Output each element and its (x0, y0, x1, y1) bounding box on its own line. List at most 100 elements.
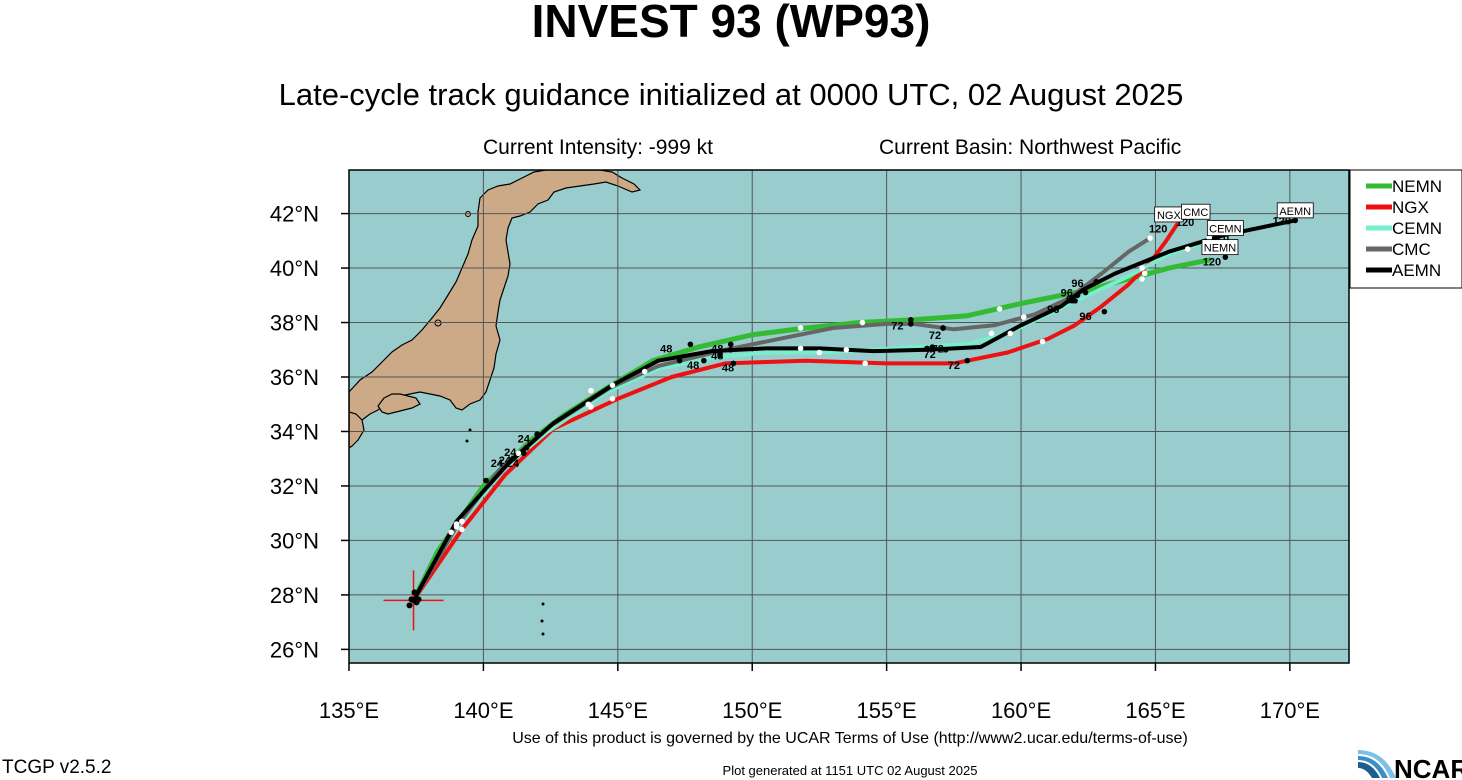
forecast-hour-label: 48 (687, 360, 699, 372)
y-tick-label: 38°N (270, 311, 319, 336)
track-point (687, 341, 694, 348)
forecast-hour-label: 72 (948, 360, 960, 372)
forecast-hour-label: 72 (929, 330, 941, 342)
y-tick-label: 28°N (270, 583, 319, 608)
x-tick-label: 155°E (857, 698, 917, 723)
ncar-logo: NCAR (1358, 750, 1462, 780)
track-point (816, 349, 823, 356)
generated-timestamp: Plot generated at 1151 UTC 02 August 202… (722, 763, 978, 778)
track-point (523, 445, 530, 451)
forecast-hour-label: 24 (504, 447, 517, 459)
y-tick-label: 36°N (270, 365, 319, 390)
legend-label: CMC (1392, 240, 1431, 259)
track-point (459, 526, 465, 533)
forecast-hour-label: 24 (491, 458, 504, 470)
forecast-hour-label: 96 (1061, 288, 1073, 300)
track-point (510, 455, 516, 462)
version-label: TCGP v2.5.2 (2, 757, 112, 778)
forecast-hour-label: 120 (1149, 224, 1167, 236)
small-island (541, 602, 545, 606)
model-end-label-box (1181, 203, 1211, 220)
track-point (964, 357, 971, 364)
model-end-label: CEMN (1209, 224, 1241, 236)
track-point (701, 357, 707, 364)
track-point (1184, 246, 1191, 252)
forecast-hour-label: 120 (1273, 215, 1291, 227)
track-point (515, 450, 522, 457)
track-point (1007, 330, 1014, 337)
y-tick-label: 34°N (270, 419, 319, 444)
forecast-hour-label: 72 (932, 343, 944, 355)
track-point (862, 360, 868, 367)
track-point (1139, 265, 1145, 271)
forecast-hour-label: 48 (711, 343, 723, 355)
track-point (483, 477, 489, 484)
terms-of-use: Use of this product is governed by the U… (512, 730, 1188, 747)
y-tick-label: 40°N (270, 256, 319, 281)
page-subtitle: Late-cycle track guidance initialized at… (278, 77, 1184, 112)
track-point (1139, 276, 1145, 282)
japan-land (349, 170, 642, 437)
track-point (929, 344, 936, 350)
track-point (1292, 217, 1299, 224)
track-point (1147, 235, 1153, 241)
legend-label: NEMN (1392, 177, 1442, 196)
current-position-marker (383, 570, 444, 631)
model-end-label: NGX (1157, 210, 1182, 222)
y-tick-label: 30°N (270, 528, 319, 553)
track-point (520, 450, 527, 457)
track-point (996, 306, 1003, 312)
track-point (1093, 278, 1100, 285)
track-point (908, 317, 914, 323)
current-intensity: Current Intensity: -999 kt (483, 136, 713, 159)
land-layer (349, 170, 642, 636)
track-point (843, 346, 850, 353)
forecast-hour-label: 96 (1071, 278, 1083, 290)
map-frame (348, 169, 1350, 664)
page-title: INVEST 93 (WP93) (531, 0, 931, 47)
x-tick-label: 145°E (588, 698, 648, 723)
forecast-hour-label: 48 (711, 350, 723, 362)
track-point (534, 431, 540, 438)
forecast-hour-label: 96 (1047, 304, 1059, 316)
track-point (1082, 289, 1089, 296)
track-point (908, 321, 914, 327)
small-island (468, 428, 472, 432)
track-point (797, 345, 804, 352)
legend-label: CEMN (1392, 219, 1442, 238)
graticule (349, 170, 1349, 663)
track-point (727, 341, 734, 348)
track-point (797, 325, 804, 331)
map-axes: 135°E 140°E 145°E 150°E 155°E 160°E 165°E 170°E… (270, 202, 1320, 723)
track-point (988, 330, 995, 337)
forecast-hour-label: 24 (518, 433, 531, 445)
initial-point (406, 602, 413, 609)
track-point (585, 401, 592, 408)
forecast-hour-label: 48 (660, 343, 672, 355)
initial-point (415, 596, 422, 603)
x-tick-label: 170°E (1260, 698, 1320, 723)
track-point (1072, 297, 1078, 304)
y-tick-label: 32°N (270, 474, 319, 499)
model-end-label: NEMN (1204, 243, 1236, 255)
ocean-background (349, 170, 1349, 663)
ncar-logo-text: NCAR (1394, 754, 1462, 780)
forecast-hour-label: 48 (722, 363, 734, 375)
forecast-hour-label: 96 (1079, 311, 1091, 323)
track-point (940, 325, 946, 331)
track-point (448, 529, 454, 536)
track-point (1101, 308, 1108, 315)
forecast-hour-label: 96 (1066, 294, 1078, 306)
track-point (1222, 254, 1229, 260)
legend-label: NGX (1392, 198, 1429, 217)
forecast-hour-label: 120 (1203, 256, 1221, 268)
x-tick-label: 135°E (319, 698, 379, 723)
track-point (859, 319, 866, 326)
track-point (924, 345, 930, 352)
model-end-label-box (1206, 220, 1244, 236)
track-point (717, 349, 723, 356)
model-legend: NEMN NGX CEMN CMC AEMN (1349, 169, 1462, 289)
small-island (541, 632, 545, 636)
